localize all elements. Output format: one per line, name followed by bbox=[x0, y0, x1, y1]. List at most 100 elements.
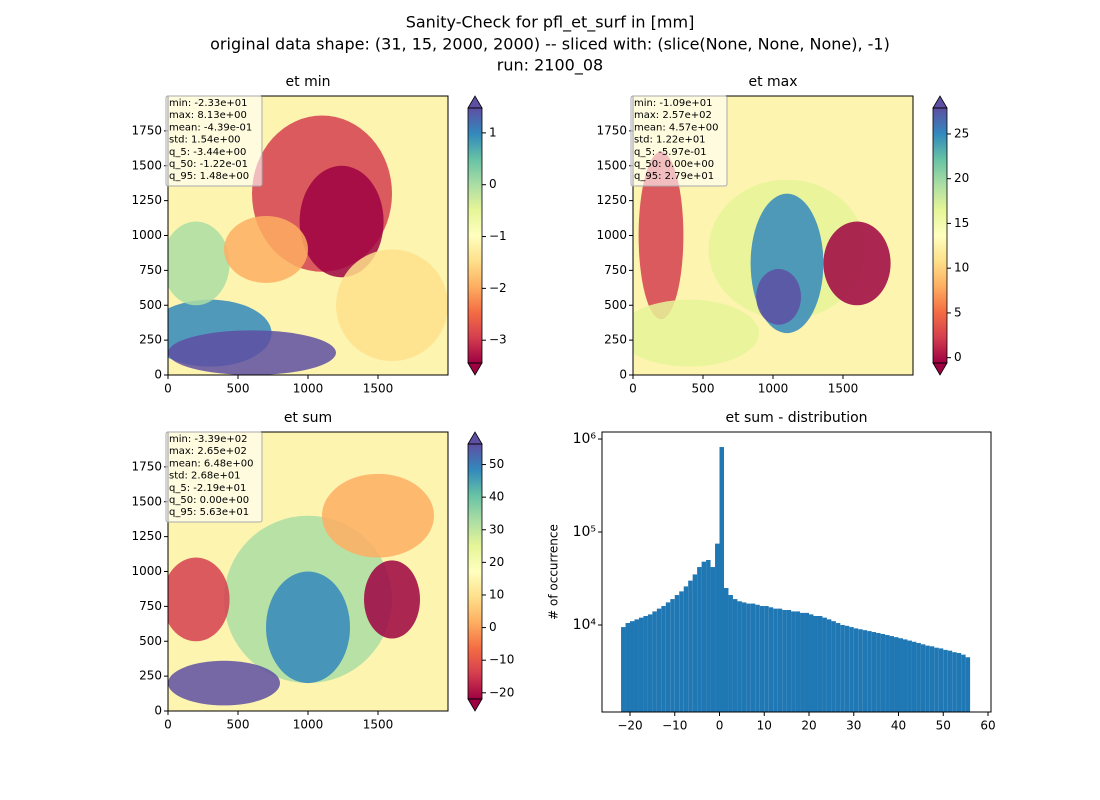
x-tick-label: 60 bbox=[980, 719, 995, 733]
histogram-bar bbox=[880, 634, 886, 712]
histogram-bar bbox=[800, 612, 805, 712]
histogram-bar bbox=[916, 643, 921, 712]
colorbar-extend bbox=[932, 95, 948, 109]
x-tick-label: 0 bbox=[164, 382, 172, 396]
histogram-bar bbox=[755, 604, 760, 712]
x-tick-label: 500 bbox=[227, 382, 250, 396]
histogram-bar bbox=[876, 633, 881, 712]
x-tick-label: 0 bbox=[716, 719, 724, 733]
histogram-bar bbox=[692, 574, 698, 712]
colorbar-tick-label: 0 bbox=[489, 177, 497, 191]
image-region bbox=[224, 215, 308, 283]
colorbar-frame bbox=[467, 443, 483, 700]
y-tick-label: 1250 bbox=[131, 193, 162, 207]
y-tick-label: 250 bbox=[604, 333, 627, 347]
stats-line: q_50: 0.00e+00 bbox=[169, 495, 249, 506]
colorbar bbox=[468, 108, 482, 363]
y-tick-label: 0 bbox=[154, 704, 162, 718]
colorbar bbox=[468, 444, 482, 699]
y-tick-label: 500 bbox=[139, 634, 162, 648]
histogram-bar bbox=[737, 601, 742, 712]
y-tick-label: 1250 bbox=[131, 529, 162, 543]
colorbar-extend bbox=[467, 95, 483, 109]
histogram-bar bbox=[965, 657, 971, 712]
stats-line: max: 8.13e+00 bbox=[169, 110, 247, 121]
histogram-bar bbox=[746, 603, 751, 712]
histogram-bar bbox=[853, 628, 859, 712]
axes-title: et min bbox=[286, 74, 331, 90]
x-tick-label: −20 bbox=[617, 719, 642, 733]
colorbar-tick-label: 15 bbox=[954, 216, 969, 230]
x-tick-label: 0 bbox=[164, 718, 172, 732]
colorbar-tick-label: −3 bbox=[489, 333, 507, 347]
histogram-bar bbox=[867, 631, 872, 712]
colorbar-frame bbox=[932, 107, 948, 364]
stats-line: q_95: 2.79e+01 bbox=[634, 171, 714, 182]
x-tick-label: 50 bbox=[936, 719, 951, 733]
x-tick-label: 500 bbox=[227, 718, 250, 732]
histogram-bar bbox=[688, 580, 693, 712]
histogram-bar bbox=[652, 611, 657, 712]
y-tick-label: 750 bbox=[139, 599, 162, 613]
histogram-bar bbox=[813, 615, 818, 712]
colorbar-tick-label: 50 bbox=[489, 457, 504, 471]
image-region bbox=[322, 473, 434, 558]
histogram-bar bbox=[920, 644, 926, 712]
colorbar-tick-label: 10 bbox=[489, 587, 504, 601]
stats-line: min: -3.39e+02 bbox=[169, 434, 248, 445]
stats-line: mean: -4.39e-01 bbox=[169, 122, 252, 133]
histogram-bar bbox=[621, 627, 626, 712]
stats-line: q_50: -1.22e-01 bbox=[169, 159, 248, 170]
stats-line: q_5: -5.97e-01 bbox=[634, 147, 707, 158]
histogram-bar bbox=[961, 654, 966, 712]
colorbar-extend bbox=[932, 362, 948, 376]
y-tick-label: 750 bbox=[139, 263, 162, 277]
colorbar-tick-label: 0 bbox=[489, 620, 497, 634]
histogram-bar bbox=[679, 591, 684, 712]
y-tick-label: 10⁶ bbox=[573, 431, 597, 447]
histogram-bar bbox=[777, 608, 783, 712]
suptitle: Sanity-Check for pfl_et_surf in [mm] bbox=[406, 13, 695, 33]
y-tick-label: 500 bbox=[139, 298, 162, 312]
axes-title: et sum - distribution bbox=[725, 410, 867, 426]
histogram-bar bbox=[706, 560, 711, 712]
image-region bbox=[168, 221, 230, 306]
histogram-bar bbox=[795, 611, 801, 712]
stats-line: q_5: -3.44e+00 bbox=[169, 147, 246, 158]
histogram-bar bbox=[647, 614, 653, 712]
stats-line: std: 1.54e+00 bbox=[169, 135, 241, 146]
colorbar-tick-label: −10 bbox=[489, 653, 514, 667]
histogram-bar bbox=[661, 606, 666, 712]
x-tick-label: 1500 bbox=[363, 718, 394, 732]
colorbar-extend bbox=[467, 431, 483, 445]
histogram-bar bbox=[701, 561, 707, 712]
y-tick-label: 10⁵ bbox=[573, 524, 596, 540]
suptitle: run: 2100_08 bbox=[497, 56, 603, 76]
stats-line: max: 2.57e+02 bbox=[634, 110, 712, 121]
x-tick-label: 1000 bbox=[758, 382, 789, 396]
x-tick-label: 0 bbox=[629, 382, 637, 396]
heatmap-image bbox=[168, 432, 448, 711]
colorbar-tick-label: 20 bbox=[489, 555, 504, 569]
histogram-bar bbox=[638, 617, 644, 712]
x-tick-label: −10 bbox=[662, 719, 687, 733]
histogram-bar bbox=[902, 639, 908, 712]
histogram-bar bbox=[634, 619, 639, 712]
histogram-bar bbox=[665, 602, 671, 712]
histogram-bar bbox=[786, 609, 792, 712]
colorbar-tick-label: −1 bbox=[489, 229, 507, 243]
image-region bbox=[266, 571, 350, 684]
histogram-bar bbox=[791, 611, 796, 712]
y-tick-label: 250 bbox=[139, 669, 162, 683]
image-region bbox=[364, 560, 420, 639]
image-region bbox=[633, 299, 759, 367]
colorbar-tick-label: 1 bbox=[489, 125, 497, 139]
histogram-bar bbox=[759, 606, 765, 712]
histogram-bar bbox=[670, 599, 675, 712]
y-tick-label: 1500 bbox=[131, 494, 162, 508]
histogram-bar bbox=[656, 608, 662, 712]
histogram-bar bbox=[831, 621, 836, 712]
heatmap-image bbox=[168, 96, 448, 375]
histogram-bar bbox=[943, 649, 948, 712]
